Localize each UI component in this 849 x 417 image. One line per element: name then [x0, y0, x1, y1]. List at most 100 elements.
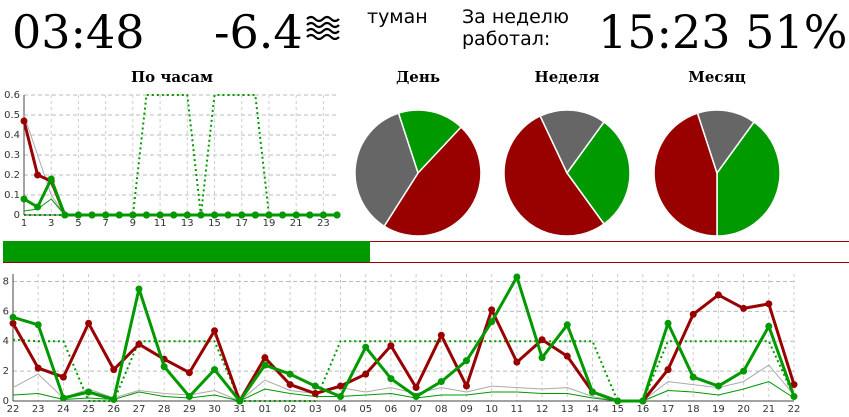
- data-point-green-bold: [286, 370, 294, 378]
- pie-slice-green: [716, 120, 781, 237]
- data-point-green-bold: [156, 211, 164, 219]
- data-point-green-bold: [211, 366, 219, 374]
- data-point-red-bold: [740, 304, 748, 312]
- data-point-red-bold: [362, 370, 370, 378]
- week-label-line1: За неделю: [462, 6, 569, 28]
- data-point-green-bold: [236, 397, 244, 405]
- x-tick-label: 5: [75, 218, 81, 229]
- data-point-red-bold: [185, 369, 193, 377]
- y-tick-label: 4: [3, 336, 9, 347]
- x-tick-label: 08: [435, 404, 448, 415]
- data-point-red-bold: [34, 171, 42, 179]
- data-point-green-bold: [387, 375, 395, 383]
- data-point-green-bold: [265, 211, 273, 219]
- data-point-red-bold: [488, 306, 496, 314]
- x-tick-label: 06: [385, 404, 398, 415]
- data-point-red-bold: [387, 342, 395, 350]
- data-point-green-bold: [689, 373, 697, 381]
- data-point-green-bold: [88, 211, 96, 219]
- weather-text: туман: [367, 6, 428, 28]
- x-tick-label: 13: [561, 404, 574, 415]
- x-tick-label: 13: [181, 218, 194, 229]
- pie-slice-gray: [696, 109, 756, 175]
- y-tick-label: 0: [14, 210, 20, 221]
- data-point-green-bold: [437, 378, 445, 386]
- data-point-green-bold: [412, 393, 420, 401]
- data-point-green-bold: [85, 388, 93, 396]
- y-tick-label: 0.4: [4, 130, 20, 141]
- x-tick-label: 05: [359, 404, 372, 415]
- data-point-green-bold: [224, 211, 232, 219]
- data-point-green-bold: [129, 211, 137, 219]
- x-tick-label: 23: [317, 218, 330, 229]
- data-point-green-bold: [135, 285, 143, 293]
- series-line-green-thin: [12, 381, 795, 402]
- data-point-green-bold: [563, 321, 571, 329]
- data-point-green-bold: [765, 322, 773, 330]
- worked-value: 15:23 51%: [598, 5, 848, 59]
- data-point-green-bold: [740, 367, 748, 375]
- x-tick-label: 03: [309, 404, 322, 415]
- series-line-green-bold: [23, 177, 337, 217]
- x-tick-label: 12: [536, 404, 549, 415]
- data-point-green-bold: [319, 211, 327, 219]
- series-line-gray-thin: [23, 114, 337, 216]
- progress-bar-top-line: [3, 241, 849, 242]
- data-point-green-bold: [488, 318, 496, 326]
- pie-slice-red: [503, 115, 606, 237]
- x-tick-label: 7: [102, 218, 108, 229]
- y-tick-label: 0.5: [4, 110, 20, 121]
- data-point-green-bold: [74, 211, 82, 219]
- data-point-green-bold: [614, 397, 622, 405]
- data-point-green-bold: [185, 393, 193, 401]
- x-tick-label: 09: [460, 404, 473, 415]
- data-point-green-bold: [34, 203, 42, 211]
- data-point-green-bold: [664, 319, 672, 327]
- y-tick-label: 0.2: [4, 170, 20, 181]
- weekly-progress-bar: [3, 241, 849, 264]
- data-point-green-bold: [311, 382, 319, 390]
- series-line-green-bold: [12, 275, 796, 403]
- x-tick-label: 01: [259, 404, 272, 415]
- data-point-green-bold: [34, 321, 42, 329]
- hourly-chart-title: По часам: [131, 68, 213, 86]
- fog-icon: [306, 15, 340, 40]
- data-point-green-bold: [538, 354, 546, 362]
- x-tick-label: 02: [284, 404, 297, 415]
- y-tick-label: 8: [3, 276, 9, 287]
- x-tick-label: 31: [233, 404, 246, 415]
- y-tick-label: 6: [3, 306, 9, 317]
- x-tick-label: 24: [57, 404, 70, 415]
- data-point-red-bold: [110, 366, 118, 374]
- data-point-red-bold: [714, 291, 722, 299]
- y-tick-label: 0.6: [4, 90, 20, 101]
- pie-slice-green: [566, 120, 631, 226]
- data-point-red-bold: [311, 390, 319, 398]
- series-line-gray-thin: [12, 364, 795, 402]
- data-point-red-bold: [337, 382, 345, 390]
- x-tick-label: 29: [183, 404, 196, 415]
- y-tick-label: 2: [3, 366, 9, 377]
- data-point-red-bold: [9, 319, 17, 327]
- data-point-green-bold: [61, 211, 69, 219]
- data-point-green-bold: [306, 211, 314, 219]
- x-tick-label: 9: [130, 218, 136, 229]
- x-tick-label: 19: [263, 218, 276, 229]
- temperature: -6.4: [214, 5, 303, 59]
- series-line-green-thin: [23, 198, 337, 216]
- data-point-green-bold: [160, 363, 168, 371]
- data-point-green-bold: [513, 273, 521, 281]
- data-point-red-bold: [765, 300, 773, 308]
- x-tick-label: 27: [133, 404, 146, 415]
- data-point-red-bold: [689, 310, 697, 318]
- x-tick-label: 1: [21, 218, 27, 229]
- data-point-green-bold: [790, 393, 798, 401]
- data-point-green-bold: [115, 211, 123, 219]
- data-point-green-bold: [588, 388, 596, 396]
- data-point-green-bold: [20, 195, 28, 203]
- y-tick-label: 0: [3, 396, 9, 407]
- x-tick-label: 18: [687, 404, 700, 415]
- data-point-green-bold: [110, 396, 118, 404]
- data-point-red-bold: [437, 331, 445, 339]
- data-point-green-bold: [102, 211, 110, 219]
